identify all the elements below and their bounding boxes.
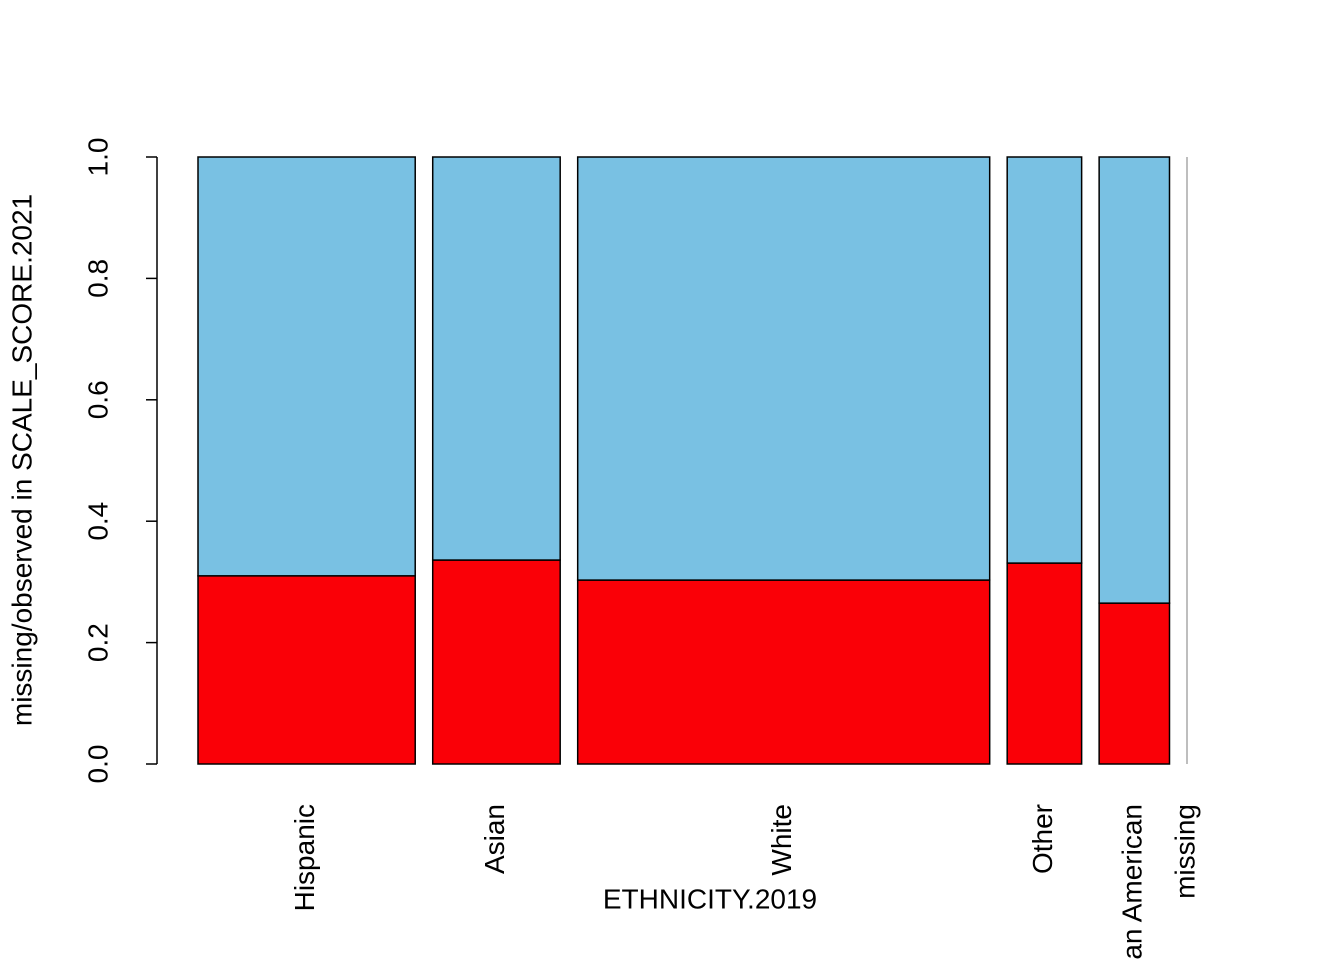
x-tick-label: White <box>766 804 797 876</box>
y-tick-label: 0.8 <box>82 259 113 298</box>
x-tick-label: missing <box>1169 804 1200 899</box>
y-tick-label: 1.0 <box>82 138 113 177</box>
y-tick-label: 0.2 <box>82 623 113 662</box>
x-axis-label: ETHNICITY.2019 <box>603 883 817 914</box>
x-tick-label: Hispanic <box>289 804 320 911</box>
bar-segment <box>431 156 561 561</box>
y-tick-label: 0.6 <box>82 380 113 419</box>
bar-segment <box>576 579 991 765</box>
y-tick-label: 0.4 <box>82 502 113 541</box>
x-tick-label: African American <box>1117 804 1148 960</box>
x-tick-label: Asian <box>479 804 510 874</box>
x-tick-label: Other <box>1027 804 1058 874</box>
bar-segment <box>1006 156 1083 564</box>
bar-segment <box>197 156 416 577</box>
bar-segment <box>197 575 416 765</box>
y-axis-label: missing/observed in SCALE_SCORE.2021 <box>6 194 37 726</box>
bar-segment <box>431 559 561 765</box>
bar-segment <box>1098 602 1171 765</box>
bar-segment <box>576 156 991 581</box>
bar-segment <box>1006 562 1083 765</box>
y-tick-label: 0.0 <box>82 745 113 784</box>
bar-segment <box>1098 156 1171 604</box>
